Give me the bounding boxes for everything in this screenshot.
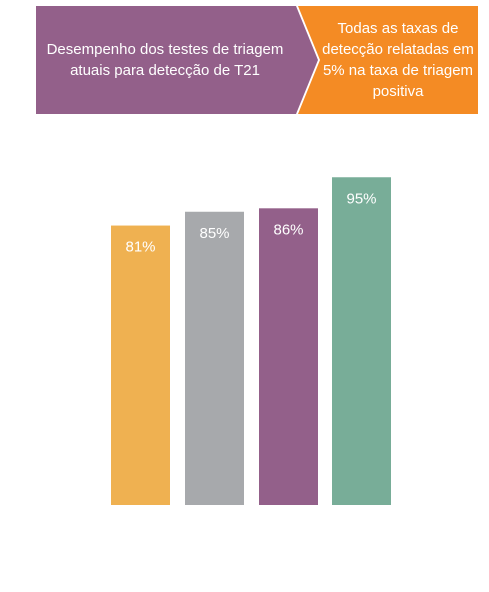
bars: 81% 85% 86% 95% [111,177,391,506]
banner-right-panel [298,6,478,114]
bar-4 [332,177,391,505]
header-banner [36,6,478,114]
bar-label-3: 86% [273,221,303,238]
banner-left-arrow [36,6,318,114]
bar-2 [185,211,244,505]
bar-3 [259,208,318,506]
banner-right-text: Todas as taxas de detecção relatadas em … [322,20,474,100]
bar-label-1: 81% [125,239,155,256]
bar-1 [111,225,170,506]
banner-left-text: Desempenho dos testes de triagem atuais … [46,41,284,79]
bar-label-4: 95% [346,190,376,207]
bar-label-2: 85% [199,225,229,242]
bar-chart: 81% 85% 86% 95% [111,177,391,506]
